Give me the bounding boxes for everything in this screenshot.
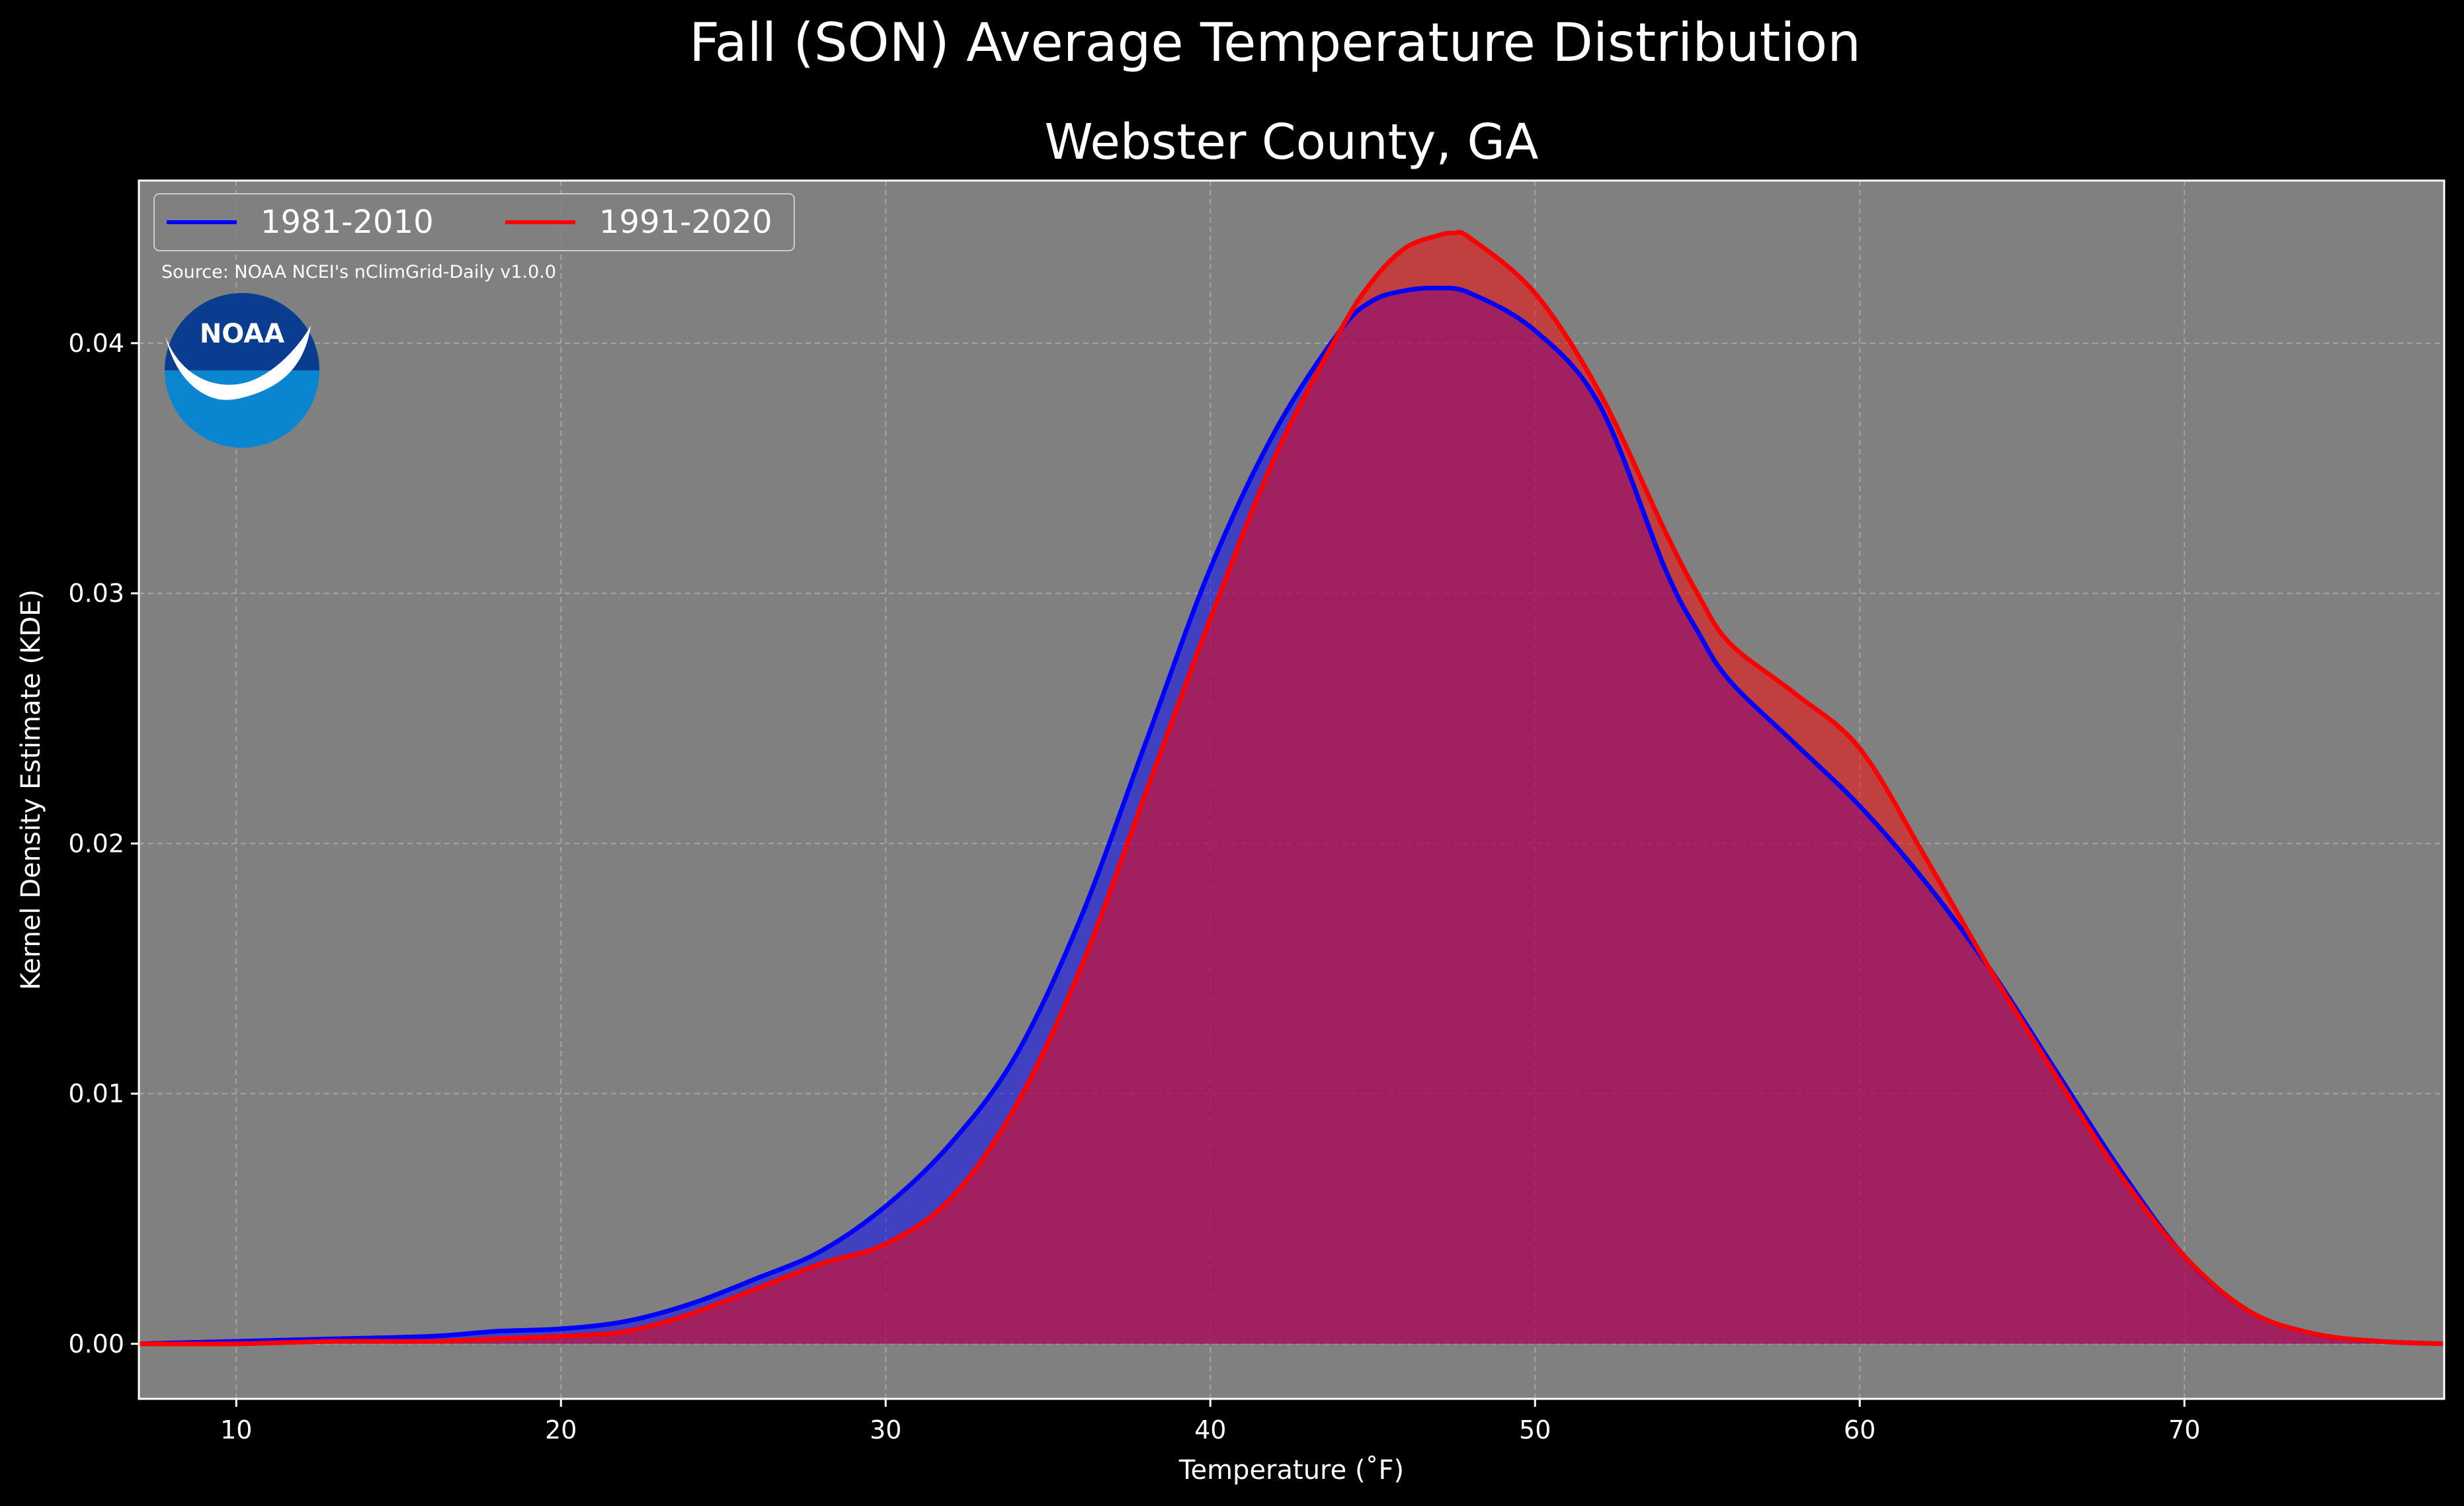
- logo-upper-half: [165, 293, 319, 370]
- x-tick-label: 50: [1519, 1415, 1551, 1444]
- figure-title: Fall (SON) Average Temperature Distribut…: [689, 12, 1861, 73]
- legend-label-1991-2020: 1991-2020: [599, 204, 772, 241]
- y-axis-label: Kernel Density Estimate (KDE): [16, 589, 46, 990]
- x-tick-label: 30: [870, 1415, 901, 1444]
- density-areas: [139, 231, 2444, 1345]
- logo-text: NOAA: [200, 319, 284, 349]
- line-1981-2010: [139, 285, 2444, 1347]
- x-tick-label: 10: [220, 1415, 252, 1444]
- legend-label-1981-2010: 1981-2010: [261, 204, 434, 241]
- axis-ticks: 10 20 30 40 50 60 70 0.00 0.01 0.02 0.03 0.04: [68, 329, 2200, 1444]
- legend-box: [153, 193, 795, 251]
- source-note: Source: NOAA NCEI's nClimGrid-Daily v1.0…: [161, 262, 556, 282]
- noaa-logo: NOAA: [165, 293, 319, 448]
- y-tick-label: 0.00: [68, 1329, 124, 1359]
- x-tick-label: 20: [545, 1415, 577, 1444]
- seagull-icon: [165, 325, 311, 400]
- x-tick-label: 60: [1844, 1415, 1875, 1444]
- plot-frame: [138, 179, 2445, 1400]
- y-tick-label: 0.01: [68, 1079, 124, 1109]
- y-tick-label: 0.04: [68, 329, 124, 358]
- y-tick-label: 0.03: [68, 579, 124, 608]
- area-1991-2020: [139, 231, 2444, 1345]
- x-axis-label: Temperature (˚F): [1178, 1455, 1404, 1485]
- x-tick-label: 40: [1194, 1415, 1226, 1444]
- x-tick-label: 70: [2168, 1415, 2200, 1444]
- density-lines: [139, 230, 2444, 1347]
- y-tick-label: 0.02: [68, 829, 124, 858]
- chart-title: Webster County, GA: [1045, 114, 1539, 171]
- line-1991-2020: [139, 230, 2444, 1347]
- legend: 1981-2010 1991-2020: [153, 193, 795, 251]
